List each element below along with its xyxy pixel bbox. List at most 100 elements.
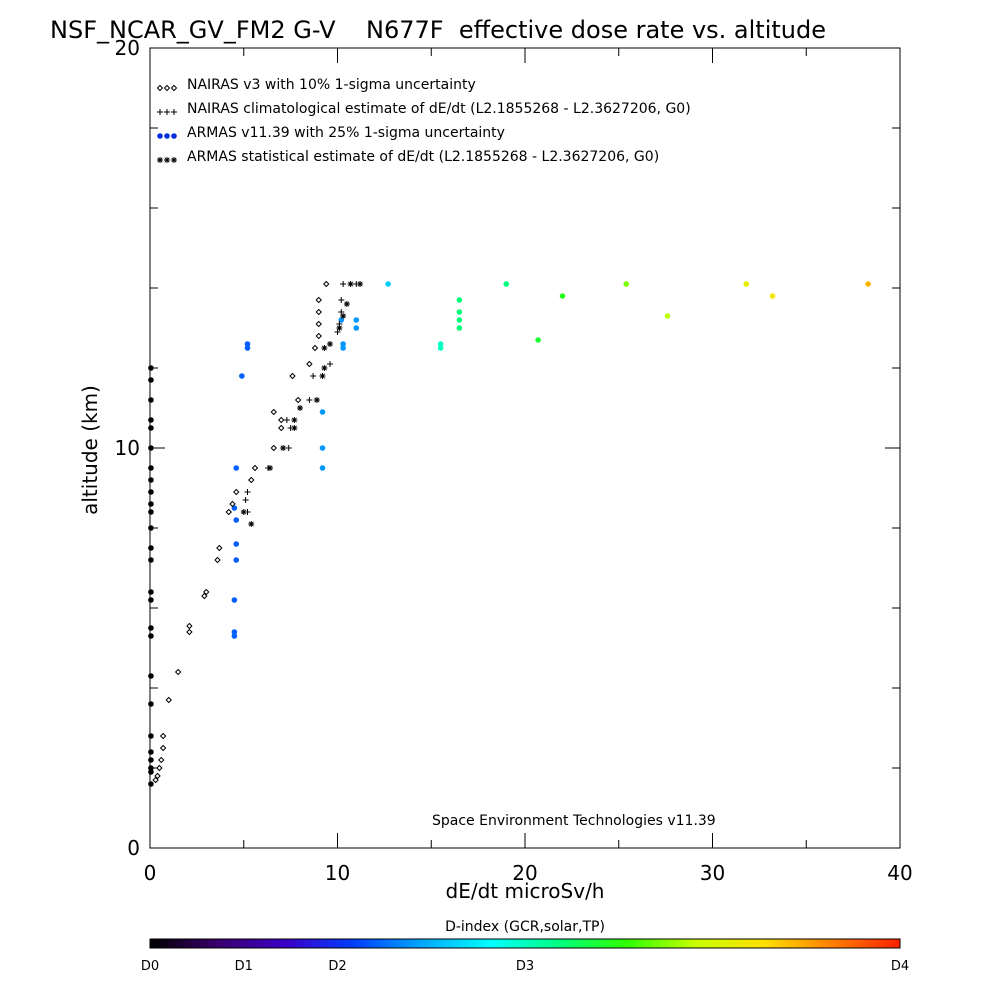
data-point-dot bbox=[319, 409, 326, 415]
data-point-diamond bbox=[315, 320, 322, 328]
data-point-dot bbox=[148, 769, 154, 775]
data-point-diamond bbox=[174, 668, 182, 676]
data-point-plus bbox=[338, 297, 345, 303]
data-point-diamond bbox=[154, 772, 161, 780]
y-axis-label: altitude (km) bbox=[78, 385, 102, 515]
data-point-diamond bbox=[248, 476, 255, 484]
data-point-dot bbox=[148, 397, 154, 403]
data-point-plus bbox=[244, 489, 251, 495]
legend: NAIRAS v3 with 10% 1-sigma uncertainty NA… bbox=[156, 77, 691, 165]
data-point-diamond bbox=[294, 396, 302, 404]
legend-symbol bbox=[164, 109, 170, 115]
legend-symbol bbox=[164, 133, 170, 139]
data-point-dot bbox=[148, 525, 154, 531]
data-point-dot bbox=[148, 377, 154, 383]
data-point-plus bbox=[340, 281, 347, 287]
data-point-diamond bbox=[315, 308, 322, 316]
data-point-dot bbox=[340, 341, 346, 347]
x-tick-label: 10 bbox=[325, 861, 350, 885]
data-point-diamond bbox=[203, 588, 210, 596]
data-point-asterisk bbox=[340, 313, 347, 319]
colorbar-tick-label: D3 bbox=[516, 959, 534, 974]
data-point-dot bbox=[148, 673, 154, 679]
data-point-diamond bbox=[186, 628, 193, 636]
data-point-dot bbox=[148, 417, 154, 423]
x-tick-label: 40 bbox=[887, 861, 912, 885]
data-point-diamond bbox=[233, 488, 240, 496]
data-point-dot bbox=[148, 545, 154, 551]
data-point-diamond bbox=[270, 444, 277, 452]
plot-frame bbox=[149, 47, 901, 849]
data-point-dot bbox=[148, 557, 154, 563]
data-point-diamond bbox=[214, 556, 221, 564]
data-point-dot bbox=[148, 733, 154, 739]
data-point-dot bbox=[231, 633, 238, 639]
data-point-dot bbox=[244, 345, 251, 351]
legend-symbol bbox=[164, 157, 170, 163]
data-point-dot bbox=[340, 345, 346, 351]
data-point-diamond bbox=[229, 500, 236, 508]
data-point-diamond bbox=[165, 696, 172, 704]
colorbar-label: D-index (GCR,solar,TP) bbox=[445, 919, 605, 935]
data-point-dot bbox=[231, 629, 238, 635]
data-point-diamond bbox=[158, 756, 165, 764]
data-point-dot bbox=[148, 633, 154, 639]
x-axis-label: dE/dt microSv/h bbox=[446, 879, 605, 903]
data-point-dot bbox=[148, 477, 154, 483]
data-point-dot bbox=[535, 337, 541, 343]
data-point-dot bbox=[456, 317, 463, 323]
data-point-dot bbox=[148, 589, 154, 595]
data-point-dot bbox=[437, 345, 444, 351]
data-point-diamond bbox=[152, 776, 159, 784]
data-point-asterisk bbox=[321, 365, 328, 371]
data-point-asterisk bbox=[313, 397, 320, 403]
data-point-dot bbox=[148, 757, 154, 763]
data-point-asterisk bbox=[319, 373, 326, 379]
colorbar-tick-label: D1 bbox=[235, 959, 253, 974]
data-point-dot bbox=[664, 313, 671, 319]
data-point-asterisk bbox=[280, 445, 287, 451]
data-point-plus bbox=[283, 417, 290, 423]
x-tick-label: 0 bbox=[144, 861, 157, 885]
data-point-dot bbox=[353, 317, 360, 323]
data-point-plus bbox=[306, 397, 313, 403]
data-point-asterisk bbox=[347, 281, 354, 287]
legend-symbol bbox=[156, 84, 164, 92]
data-point-asterisk bbox=[321, 345, 328, 351]
data-point-diamond bbox=[251, 464, 259, 472]
legend-entry: ARMAS statistical estimate of dE/dt (L2.… bbox=[187, 149, 659, 165]
data-point-dot bbox=[623, 281, 630, 287]
data-point-diamond bbox=[278, 416, 285, 424]
axis-ticks: 0 10 20 30 40 0 10 20 bbox=[115, 36, 913, 885]
data-point-plus bbox=[242, 497, 249, 503]
data-point-diamond bbox=[216, 544, 223, 552]
data-point-dot bbox=[233, 517, 240, 523]
chart-title: NSF_NCAR_GV_FM2 G-V N677F effective dose… bbox=[50, 16, 826, 44]
data-point-dot bbox=[148, 701, 154, 707]
data-point-asterisk bbox=[297, 405, 303, 411]
data-point-diamond bbox=[315, 332, 322, 340]
legend-symbol bbox=[163, 84, 171, 92]
data-point-dot bbox=[233, 541, 240, 547]
legend-entry: ARMAS v11.39 with 25% 1-sigma uncertaint… bbox=[187, 125, 505, 141]
data-point-dot bbox=[148, 597, 154, 603]
data-point-diamond bbox=[201, 592, 208, 600]
data-point-dot bbox=[437, 341, 444, 347]
data-point-diamond bbox=[289, 372, 296, 380]
data-point-diamond bbox=[315, 296, 322, 304]
data-point-dot bbox=[865, 281, 871, 287]
legend-symbol bbox=[170, 84, 178, 92]
data-point-dot bbox=[769, 293, 776, 299]
colorbar-tick-label: D0 bbox=[141, 959, 159, 974]
data-point-dot bbox=[148, 501, 154, 507]
data-point-dot bbox=[231, 597, 238, 603]
data-point-plus bbox=[310, 373, 317, 379]
data-point-dot bbox=[319, 465, 326, 471]
data-point-dot bbox=[148, 465, 154, 471]
colorbar-tick-label: D2 bbox=[328, 959, 346, 974]
data-point-dot bbox=[148, 365, 154, 371]
legend-entry: NAIRAS v3 with 10% 1-sigma uncertainty bbox=[187, 77, 476, 93]
data-point-diamond bbox=[278, 424, 285, 432]
data-point-dot bbox=[148, 425, 154, 431]
data-points bbox=[148, 280, 871, 787]
